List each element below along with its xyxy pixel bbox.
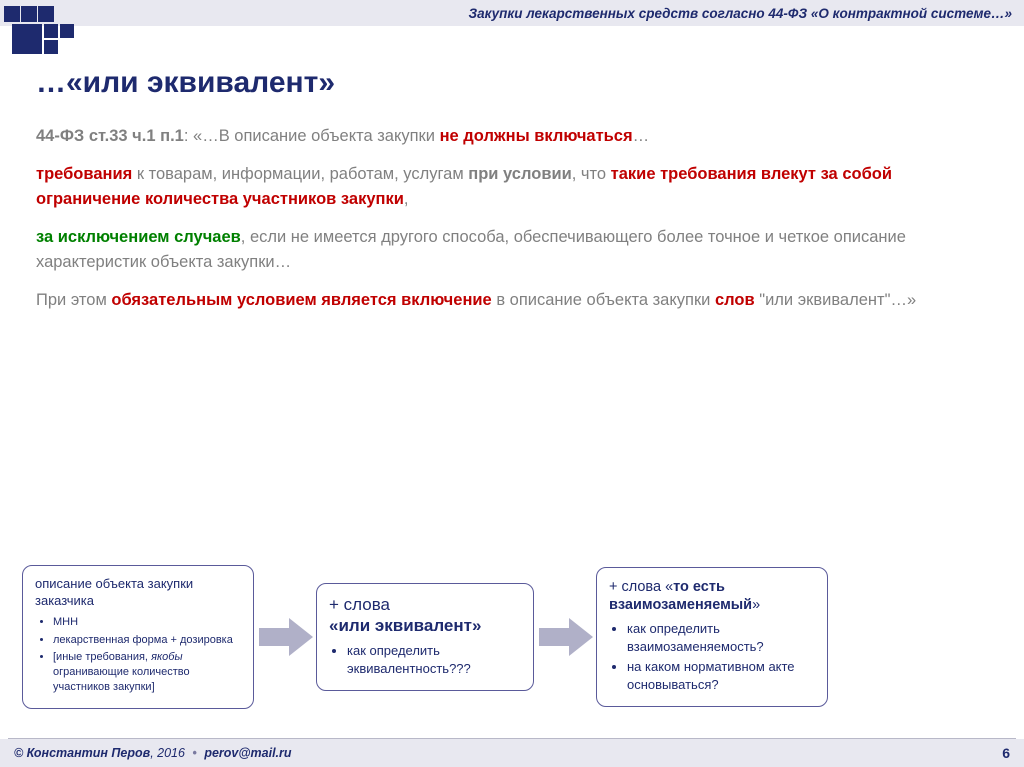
card-title: + слова «то есть взаимозаменяемый» xyxy=(609,578,815,614)
list-item: как определить эквивалентность??? xyxy=(347,642,521,677)
card-title: описание объекта закупки заказчика xyxy=(35,576,241,609)
list-item: на каком нормативном акте основываться? xyxy=(627,658,815,693)
card-equivalent: + слова «или эквивалент» как определить … xyxy=(316,583,534,692)
slide-title: …«или эквивалент» xyxy=(36,66,994,100)
paragraph-2: требования к товарам, информации, работа… xyxy=(36,162,994,213)
body-text: 44-ФЗ ст.33 ч.1 п.1: «…В описание объект… xyxy=(36,124,994,313)
footer-credit: © Константин Перов, 2016 • perov@mail.ru xyxy=(14,746,292,760)
paragraph-1: 44-ФЗ ст.33 ч.1 п.1: «…В описание объект… xyxy=(36,124,994,150)
slide-content: …«или эквивалент» 44-ФЗ ст.33 ч.1 п.1: «… xyxy=(0,26,1024,335)
flowchart-row: описание объекта закупки заказчика МНН л… xyxy=(22,565,828,709)
page-number: 6 xyxy=(1002,745,1010,761)
list-item: как определить взаимозаменяемость? xyxy=(627,620,815,655)
card-description: описание объекта закупки заказчика МНН л… xyxy=(22,565,254,709)
arrow-icon xyxy=(254,615,316,659)
card-interchangeable: + слова «то есть взаимозаменяемый» как о… xyxy=(596,567,828,707)
list-item: лекарственная форма + дозировка xyxy=(53,633,241,648)
logo-ornament xyxy=(4,0,94,60)
header-title: Закупки лекарственных средств согласно 4… xyxy=(468,6,1012,21)
header-bar: Закупки лекарственных средств согласно 4… xyxy=(0,0,1024,26)
paragraph-3: за исключением случаев, если не имеется … xyxy=(36,225,994,276)
card-title: + слова «или эквивалент» xyxy=(329,594,521,637)
footer-bar: © Константин Перов, 2016 • perov@mail.ru… xyxy=(0,739,1024,767)
paragraph-4: При этом обязательным условием является … xyxy=(36,288,994,314)
arrow-icon xyxy=(534,615,596,659)
list-item: [иные требования, якобы огранивающие кол… xyxy=(53,650,241,695)
list-item: МНН xyxy=(53,615,241,630)
law-ref: 44-ФЗ ст.33 ч.1 п.1 xyxy=(36,127,184,145)
